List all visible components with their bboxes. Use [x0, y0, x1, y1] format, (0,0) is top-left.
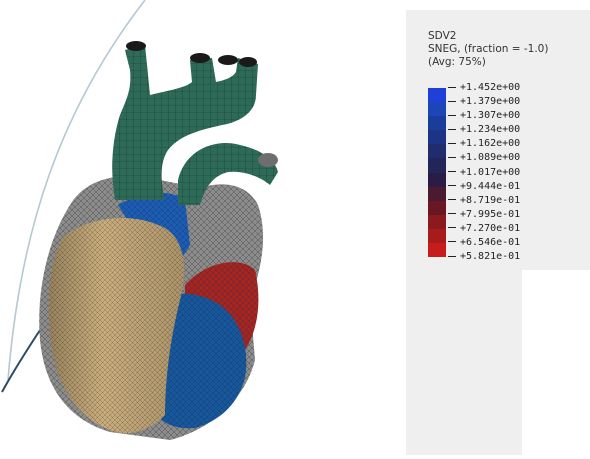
legend-header: SDV2 SNEG, (fraction = -1.0) (Avg: 75%)	[428, 30, 548, 69]
legend-tick: +1.089e+00	[448, 152, 568, 164]
legend-tick-label: +7.995e-01	[460, 208, 521, 220]
pulmonary-opening	[258, 153, 278, 167]
legend-tick: +1.162e+00	[448, 138, 568, 150]
legend-band	[428, 144, 446, 159]
vessel-opening-2	[190, 53, 210, 63]
legend-tick: +1.452e+00	[448, 82, 568, 94]
vessel-opening-3	[218, 55, 238, 65]
legend-tick-label: +1.017e+00	[460, 166, 521, 178]
legend-tick: +8.719e-01	[448, 195, 568, 207]
legend-band	[428, 200, 446, 216]
legend-tick: +1.307e+00	[448, 110, 568, 122]
legend-tick-label: +8.719e-01	[460, 194, 521, 206]
legend-tick: +1.234e+00	[448, 124, 568, 136]
legend-tick-label: +1.234e+00	[460, 124, 521, 136]
legend-tick: +6.546e-01	[448, 237, 568, 249]
legend-tick-label: +1.307e+00	[460, 110, 521, 122]
background-arc	[7, 0, 146, 381]
legend-variable: SDV2	[428, 30, 457, 42]
legend-tick: +1.379e+00	[448, 96, 568, 108]
legend-tick-label: +7.270e-01	[460, 222, 521, 234]
legend-tick-label: +6.546e-01	[460, 236, 521, 248]
legend-tick-label: +9.444e-01	[460, 180, 521, 192]
legend-tick-label: +1.452e+00	[460, 82, 521, 93]
vessel-opening-4	[239, 57, 257, 67]
legend-tick: +1.017e+00	[448, 167, 568, 179]
legend-tick-label: +1.089e+00	[460, 152, 521, 164]
legend-band	[428, 116, 446, 131]
legend-band	[428, 214, 446, 230]
legend-tick: +7.270e-01	[448, 223, 568, 235]
vessel-opening-1	[126, 41, 146, 51]
legend-tick-label: +1.379e+00	[460, 96, 521, 108]
legend-band	[428, 130, 446, 145]
legend-band	[428, 88, 446, 103]
legend-band	[428, 228, 446, 244]
legend-band	[428, 242, 446, 258]
legend-band	[428, 102, 446, 117]
legend-tick: +5.821e-01	[448, 251, 568, 263]
legend-section-point: SNEG, (fraction = -1.0)	[428, 43, 549, 55]
legend-tick: +9.444e-01	[448, 181, 568, 193]
legend-colorbar	[428, 88, 446, 258]
legend-tick-label: +5.821e-01	[460, 251, 521, 262]
legend-tick-label: +1.162e+00	[460, 138, 521, 150]
legend-averaging: (Avg: 75%)	[428, 56, 486, 68]
legend-band	[428, 172, 446, 188]
legend-panel: SDV2 SNEG, (fraction = -1.0) (Avg: 75%) …	[406, 10, 590, 455]
legend-band	[428, 158, 446, 173]
legend-band	[428, 186, 446, 202]
legend-tick: +7.995e-01	[448, 209, 568, 221]
